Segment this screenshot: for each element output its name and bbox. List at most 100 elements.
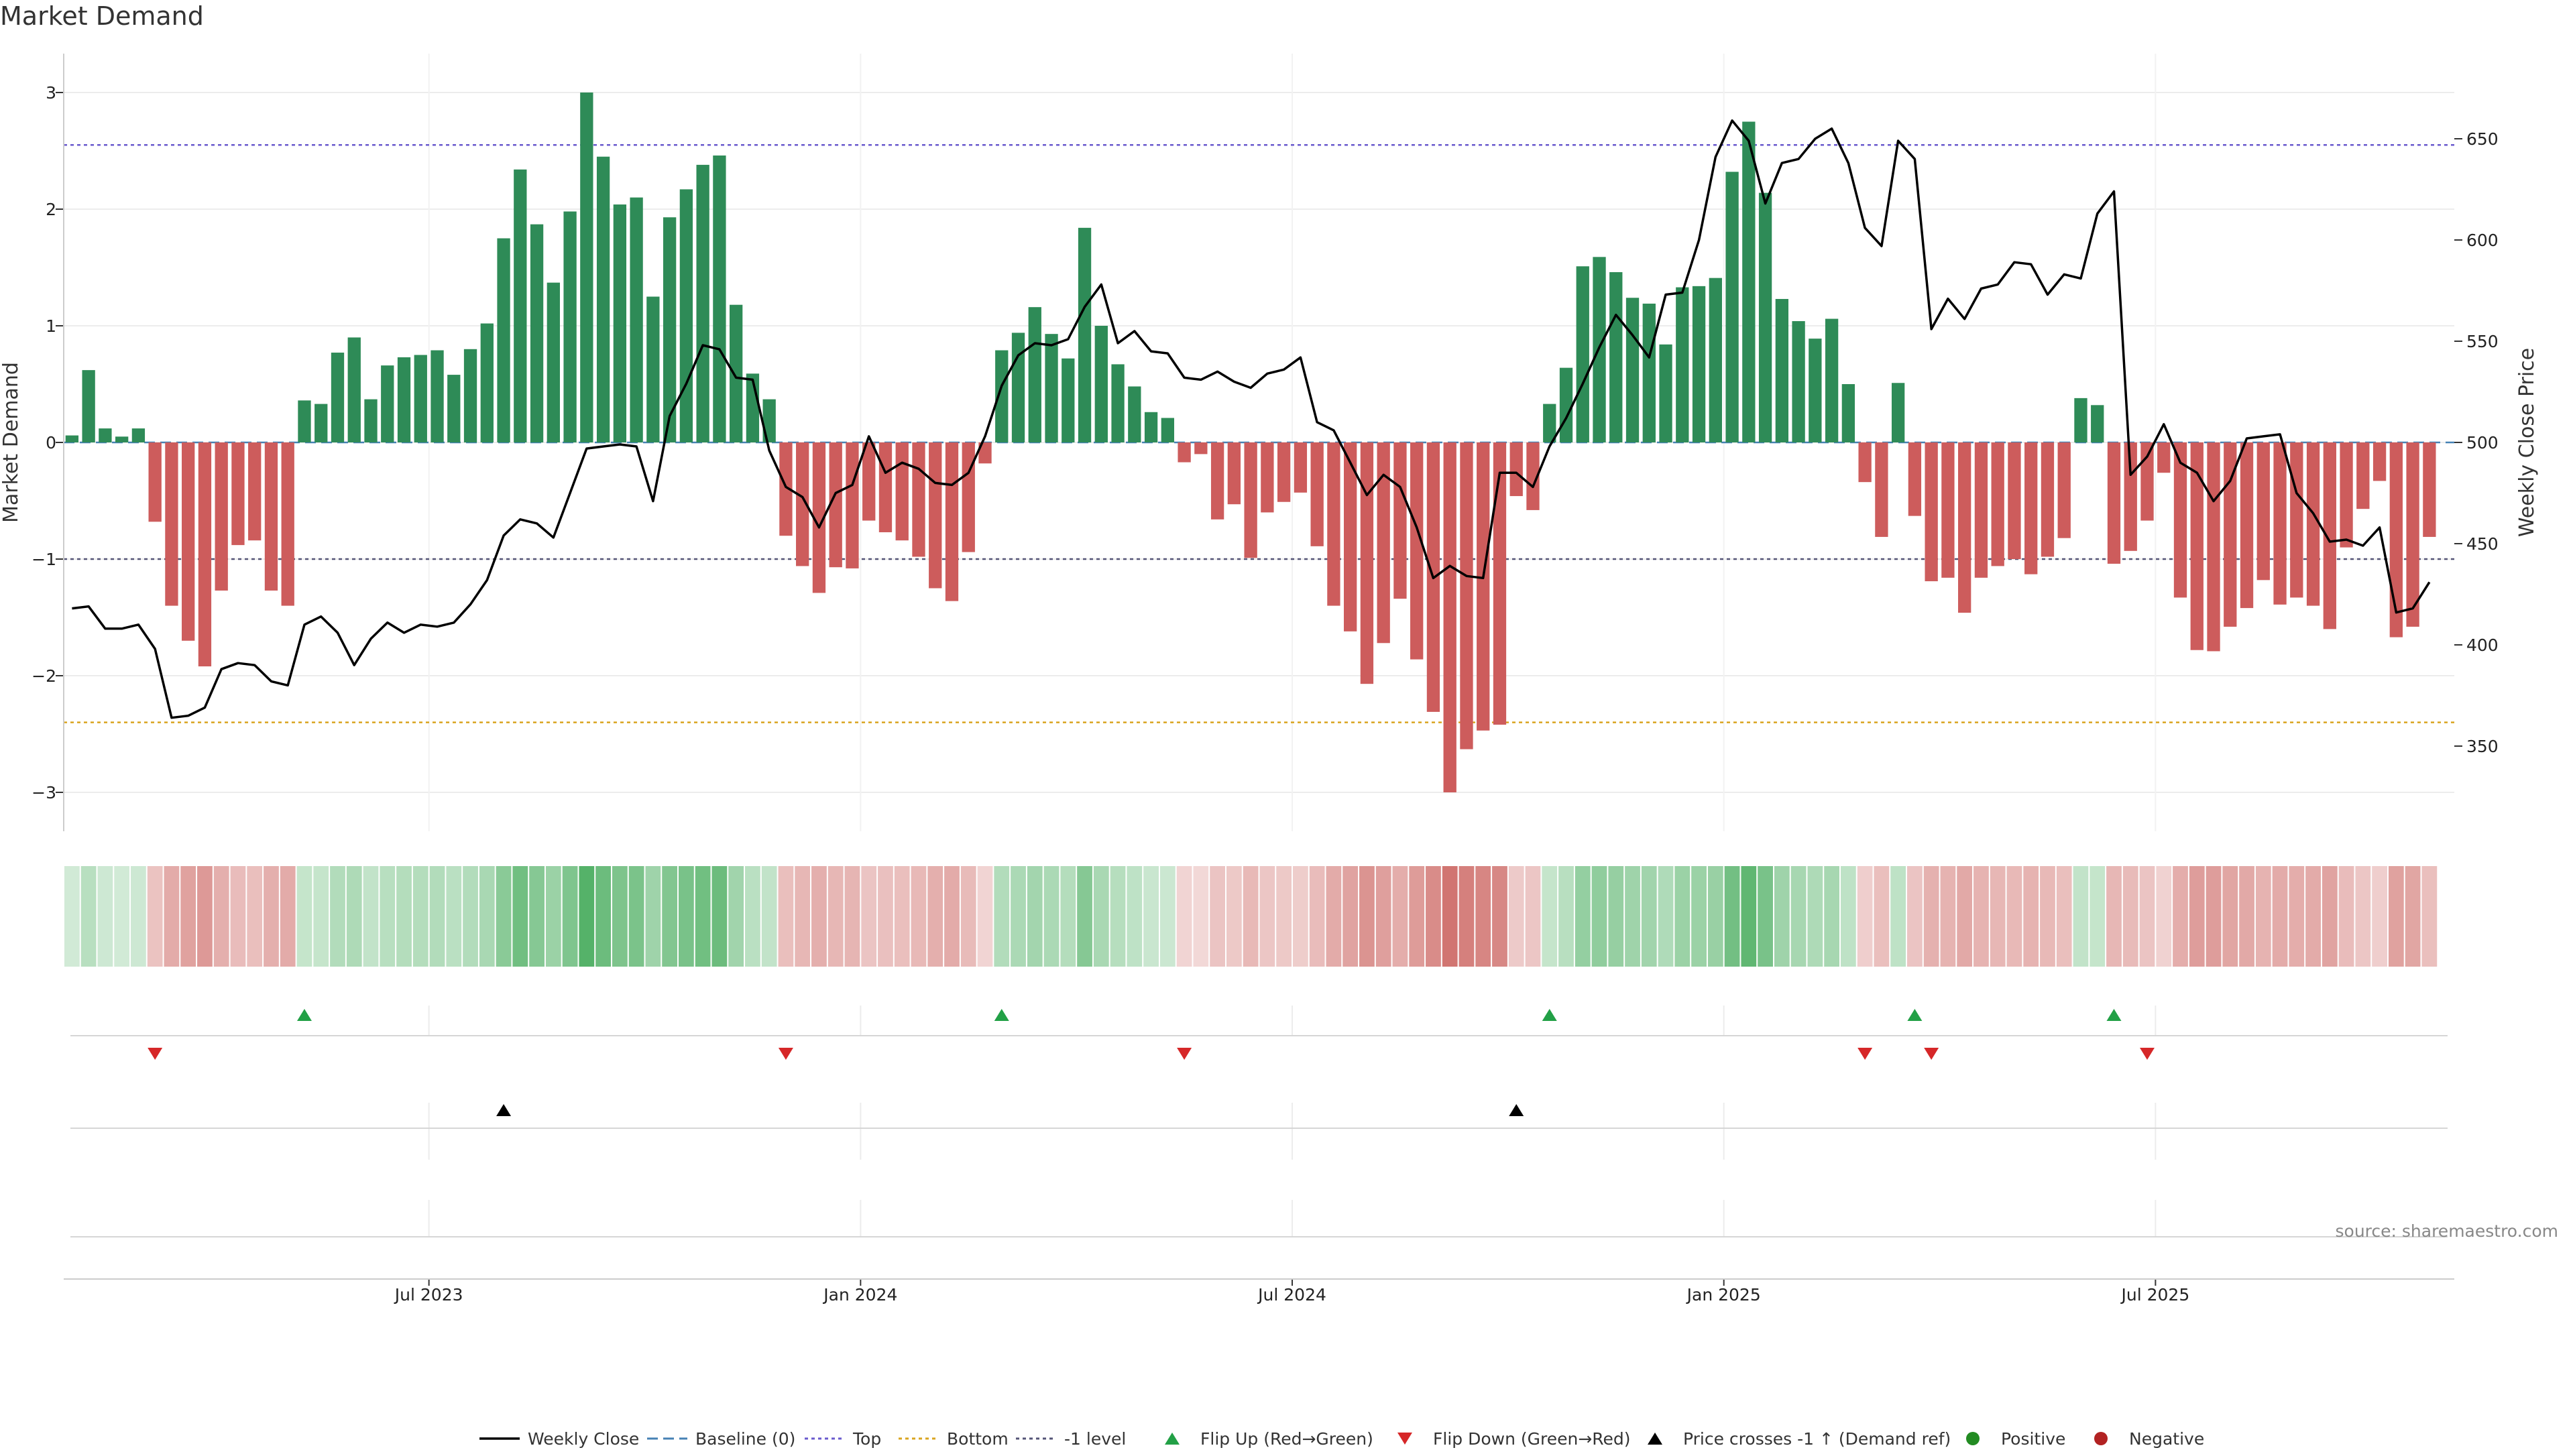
demand-bar: [1858, 442, 1872, 483]
heat-cell: [579, 866, 595, 967]
heat-cell: [2173, 866, 2188, 967]
heat-cell: [1375, 866, 1391, 967]
demand-bar: [1792, 321, 1805, 442]
demand-bar: [730, 304, 743, 442]
heat-cell: [1774, 866, 1790, 967]
demand-bar: [829, 442, 842, 568]
demand-bar: [1659, 344, 1672, 442]
heat-cell: [479, 866, 495, 967]
demand-bar: [1509, 442, 1523, 497]
demand-bar: [646, 296, 660, 442]
demand-bar: [1210, 442, 1224, 520]
demand-bar: [148, 442, 162, 522]
heat-cell: [1542, 866, 1558, 967]
heat-cell: [363, 866, 379, 967]
heat-cell: [313, 866, 329, 967]
heat-cell: [2305, 866, 2321, 967]
legend-item-baseline: Baseline (0): [647, 1429, 795, 1449]
heat-cell: [512, 866, 528, 967]
heat-cell: [827, 866, 844, 967]
heat-cell: [2388, 866, 2404, 967]
demand-bar: [2306, 442, 2320, 606]
heat-cell: [778, 866, 794, 967]
demand-bar: [1227, 442, 1241, 505]
flip-down-marker: [778, 1048, 793, 1060]
demand-bar: [231, 442, 245, 546]
heat-cell: [994, 866, 1010, 967]
y-tick-label: 1: [46, 316, 56, 336]
heat-cell: [1259, 866, 1275, 967]
legend-item-flipdown: Flip Down (Green→Red): [1397, 1429, 1631, 1449]
demand-bar: [713, 155, 726, 442]
demand-bar: [878, 442, 893, 532]
heat-cell: [1193, 866, 1209, 967]
demand-bar: [1178, 442, 1191, 463]
demand-bar: [364, 399, 378, 442]
heat-cell: [2355, 866, 2371, 967]
demand-bar: [2356, 442, 2370, 509]
y-tick-label: 0: [46, 433, 56, 452]
demand-bar: [2041, 442, 2055, 557]
demand-bar: [2024, 442, 2038, 574]
y2-tick-label: 500: [2466, 433, 2499, 452]
legend-item-positive: Positive: [1966, 1429, 2065, 1449]
demand-bar: [1310, 442, 1324, 546]
heat-cell: [1226, 866, 1242, 967]
heat-cell: [1625, 866, 1640, 967]
demand-bar: [1327, 442, 1340, 606]
heat-cell: [1293, 866, 1308, 967]
y2-tick-label: 600: [2466, 231, 2499, 250]
heat-cell: [1790, 866, 1807, 967]
demand-bar: [2008, 442, 2021, 559]
demand-bar: [1062, 358, 1075, 442]
demand-bar: [182, 442, 195, 641]
heat-cell: [878, 866, 893, 967]
demand-bar: [580, 93, 593, 442]
demand-bar: [1078, 227, 1092, 442]
demand-bar: [530, 224, 544, 442]
heat-cell: [296, 866, 312, 967]
heat-cell: [2040, 866, 2055, 967]
demand-bar: [65, 435, 79, 442]
demand-bar: [1974, 442, 1988, 578]
demand-bar: [1543, 404, 1556, 442]
legend: Weekly Close Baseline (0) Top Bottom -1 leve…: [479, 1429, 2204, 1449]
y-tick-label: −1: [32, 550, 56, 569]
legend-label: Bottom: [947, 1429, 1009, 1449]
heat-cell: [529, 866, 545, 967]
demand-bar: [1161, 418, 1174, 442]
demand-bar: [1194, 442, 1208, 454]
heat-cell: [1608, 866, 1624, 967]
heat-cell: [1857, 866, 1873, 967]
demand-bar: [264, 442, 278, 591]
demand-bar: [1891, 383, 1905, 442]
heat-cell: [1658, 866, 1674, 967]
heat-cell: [545, 866, 561, 967]
flip-up-marker: [994, 1009, 1009, 1021]
heat-cell: [1591, 866, 1607, 967]
demand-bar: [1128, 386, 1141, 442]
heat-cell: [1011, 866, 1026, 967]
close-line-layer: [72, 119, 2431, 719]
demand-bar: [99, 428, 112, 442]
demand-bar: [1360, 442, 1374, 684]
heat-cell: [1159, 866, 1176, 967]
demand-bar: [2406, 442, 2419, 627]
heat-cell: [1342, 866, 1359, 967]
heat-cell: [1707, 866, 1723, 967]
heat-cell: [496, 866, 512, 967]
heat-cell: [1243, 866, 1259, 967]
grid-layer: [64, 54, 2454, 1237]
legend-item-flipup: Flip Up (Red→Green): [1165, 1429, 1373, 1449]
x-tick-label: Jan 2024: [822, 1285, 897, 1305]
heat-cell: [396, 866, 412, 967]
demand-bar: [1144, 412, 1158, 442]
demand-bar: [696, 164, 709, 442]
demand-bar: [2173, 442, 2187, 598]
heat-cell: [1442, 866, 1458, 967]
heat-cell: [213, 866, 229, 967]
demand-bar: [381, 365, 394, 442]
demand-bar: [1625, 298, 1640, 442]
price-cross-marker: [496, 1104, 512, 1116]
event-markers: [70, 1009, 2448, 1237]
